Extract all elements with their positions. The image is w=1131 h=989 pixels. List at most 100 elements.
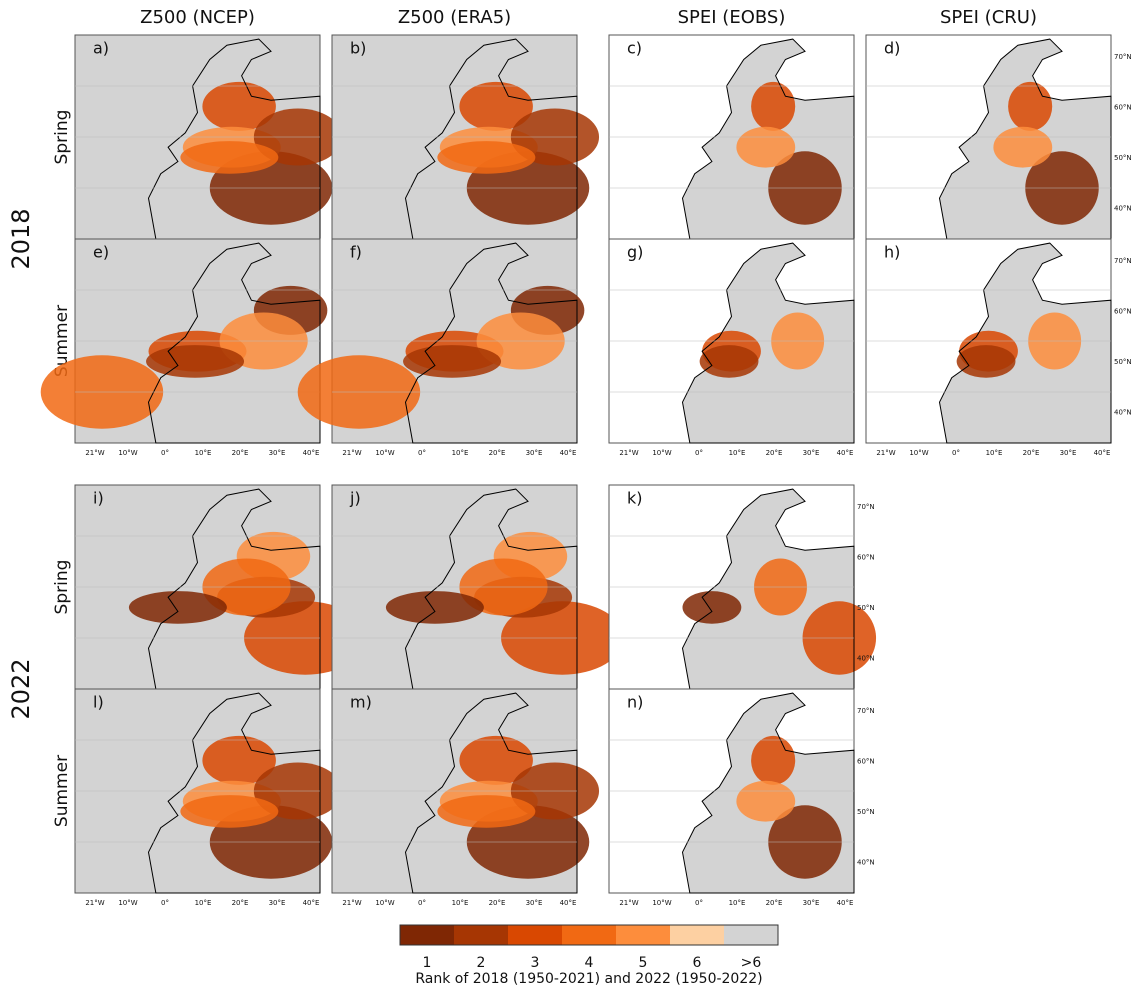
figure: Z500 (NCEP)Z500 (ERA5)SPEI (EOBS)SPEI (C…: [0, 0, 1131, 985]
anomaly-patch: [403, 345, 501, 378]
lon-tick-label: 30°E: [803, 899, 820, 907]
colorbar-label: 6: [693, 955, 702, 971]
season-label: Spring: [52, 110, 72, 165]
lon-tick-label: 0°: [161, 899, 169, 907]
lon-tick-label: 20°E: [489, 899, 506, 907]
panel-label: i): [93, 489, 104, 508]
colorbar-label: 2: [477, 955, 486, 971]
column-header: Z500 (ERA5): [398, 7, 511, 28]
panel-label: m): [350, 693, 372, 712]
map-panel: n): [609, 689, 854, 893]
anomaly-patch: [993, 127, 1052, 168]
lon-tick-label: 20°E: [766, 449, 783, 457]
map-panel: m): [332, 689, 599, 893]
anomaly-patch: [437, 795, 535, 828]
anomaly-patch: [1008, 82, 1052, 131]
lat-tick-label: 60°N: [1114, 104, 1131, 112]
panel-label: l): [93, 693, 104, 712]
lon-tick-label: 21°W: [342, 449, 361, 457]
panel-label: n): [627, 693, 643, 712]
lon-tick-label: 10°W: [652, 449, 671, 457]
lon-tick-label: 10°E: [986, 449, 1003, 457]
colorbar-title: Rank of 2018 (1950-2021) and 2022 (1950-…: [415, 971, 762, 985]
anomaly-patch: [386, 591, 484, 624]
lat-tick-label: 70°N: [857, 707, 875, 715]
lon-tick-label: 10°W: [118, 899, 137, 907]
lon-tick-label: 40°E: [837, 899, 854, 907]
year-label: 2022: [7, 658, 35, 719]
season-label: Summer: [52, 755, 72, 827]
lon-tick-label: 20°E: [232, 899, 249, 907]
lat-tick-label: 40°N: [857, 859, 875, 867]
colorbar-label: >6: [741, 955, 762, 971]
lon-tick-label: 20°E: [489, 449, 506, 457]
lat-tick-label: 40°N: [1114, 409, 1131, 417]
lon-tick-label: 10°E: [452, 899, 469, 907]
lon-tick-label: 21°W: [85, 899, 104, 907]
panel-label: h): [884, 243, 900, 262]
anomaly-patch: [751, 82, 795, 131]
panel-label: a): [93, 39, 109, 58]
anomaly-patch: [700, 345, 759, 378]
map-panel: d): [866, 35, 1111, 239]
panel-label: f): [350, 243, 362, 262]
anomaly-patch: [683, 591, 742, 624]
colorbar-cell: [562, 925, 616, 945]
panel-label: c): [627, 39, 642, 58]
column-header: Z500 (NCEP): [140, 7, 255, 28]
lat-tick-label: 60°N: [857, 758, 875, 766]
lon-tick-label: 21°W: [342, 899, 361, 907]
lat-tick-label: 50°N: [857, 808, 875, 816]
map-panel: h): [866, 239, 1111, 443]
colorbar-cell: [454, 925, 508, 945]
anomaly-patch: [736, 781, 795, 822]
map-panel: k): [609, 485, 876, 689]
lon-tick-label: 40°E: [303, 449, 320, 457]
lon-tick-label: 10°E: [452, 449, 469, 457]
colorbar-cell: [616, 925, 670, 945]
season-label: Spring: [52, 560, 72, 615]
lat-tick-label: 50°N: [1114, 358, 1131, 366]
lon-tick-label: 0°: [952, 449, 960, 457]
panel-label: d): [884, 39, 900, 58]
lon-tick-label: 21°W: [876, 449, 895, 457]
lon-tick-label: 40°E: [560, 449, 577, 457]
lat-tick-label: 60°N: [1114, 308, 1131, 316]
lon-tick-label: 10°W: [375, 449, 394, 457]
lat-tick-label: 70°N: [857, 503, 875, 511]
year-label: 2018: [7, 208, 35, 269]
panel-label: b): [350, 39, 366, 58]
lon-tick-label: 30°E: [269, 449, 286, 457]
lon-tick-label: 10°E: [729, 899, 746, 907]
map-panel: l): [75, 689, 342, 893]
lon-tick-label: 0°: [695, 449, 703, 457]
lon-tick-label: 20°E: [766, 899, 783, 907]
lon-tick-label: 0°: [695, 899, 703, 907]
lon-tick-label: 30°E: [526, 449, 543, 457]
lat-tick-label: 50°N: [1114, 154, 1131, 162]
panel-label: k): [627, 489, 643, 508]
lat-tick-label: 40°N: [1114, 205, 1131, 213]
map-panel: j): [332, 485, 624, 689]
lon-tick-label: 40°E: [837, 449, 854, 457]
map-panel: c): [609, 35, 854, 239]
lon-tick-label: 20°E: [232, 449, 249, 457]
lon-tick-label: 30°E: [803, 449, 820, 457]
colorbar-label: 5: [639, 955, 648, 971]
lon-tick-label: 40°E: [1094, 449, 1111, 457]
lat-tick-label: 70°N: [1114, 53, 1131, 61]
anomaly-patch: [180, 141, 278, 174]
map-panel: e): [41, 239, 328, 443]
lat-tick-label: 70°N: [1114, 257, 1131, 265]
lon-tick-label: 21°W: [619, 449, 638, 457]
anomaly-patch: [751, 736, 795, 785]
lon-tick-label: 30°E: [269, 899, 286, 907]
lon-tick-label: 0°: [418, 449, 426, 457]
anomaly-patch: [736, 127, 795, 168]
column-header: SPEI (EOBS): [678, 7, 786, 28]
colorbar-label: 4: [585, 955, 594, 971]
lon-tick-label: 10°E: [729, 449, 746, 457]
panel-label: g): [627, 243, 643, 262]
anomaly-patch: [437, 141, 535, 174]
lat-tick-label: 60°N: [857, 554, 875, 562]
